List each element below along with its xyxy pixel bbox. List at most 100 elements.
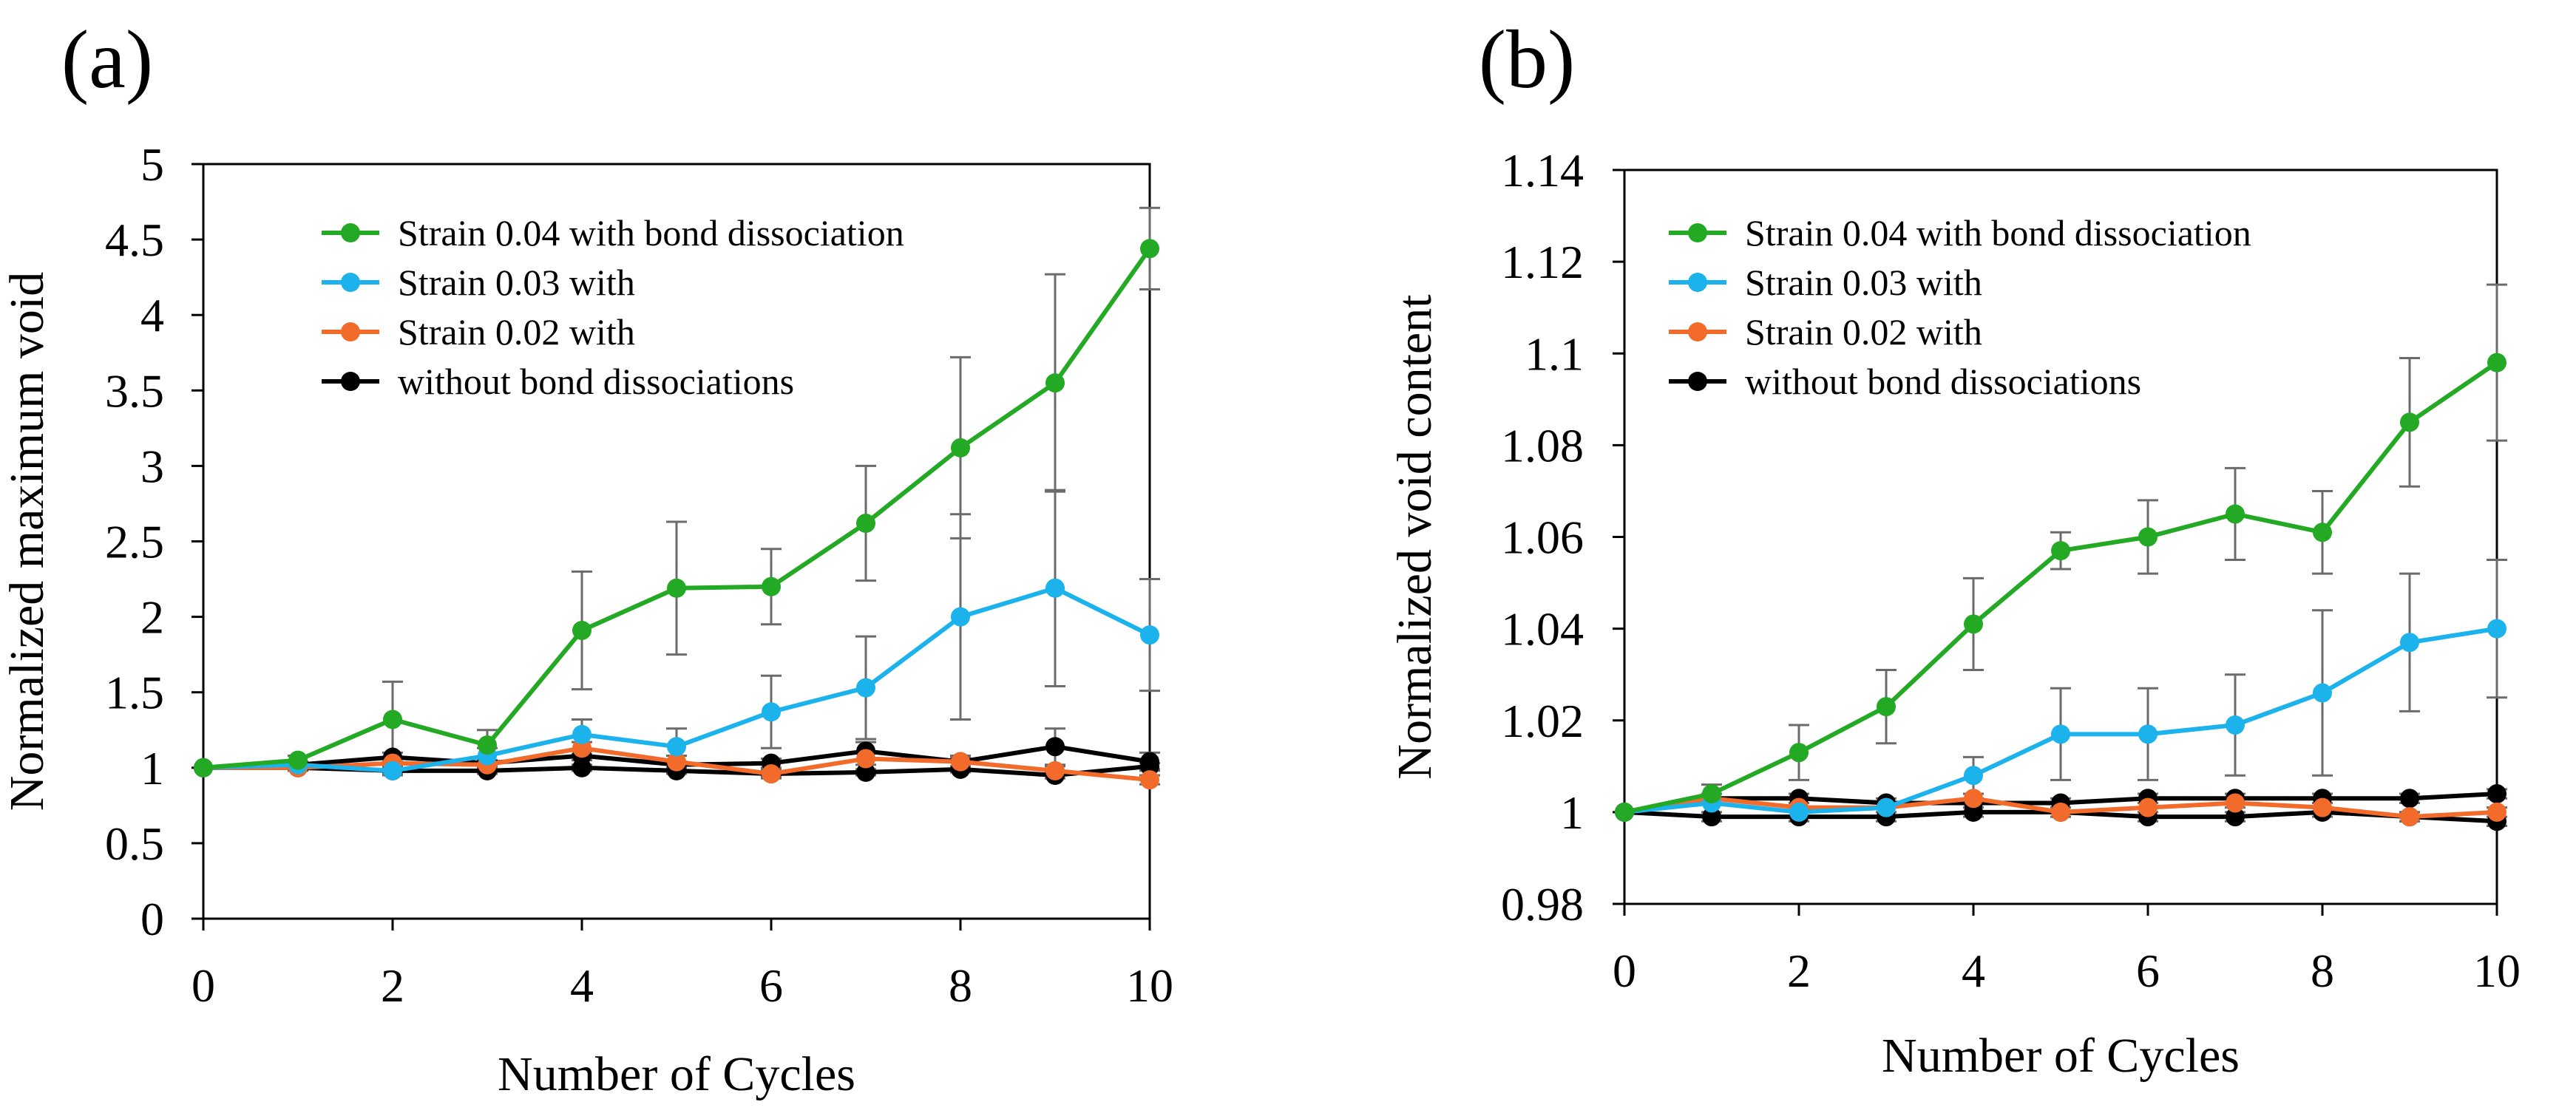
data-point-blue [1045, 578, 1065, 598]
data-point-blue [2051, 724, 2070, 744]
legend-label: without bond dissociations [398, 361, 794, 402]
data-point-green [383, 710, 402, 729]
data-point-blue [2400, 633, 2419, 653]
x-tick-label: 10 [2473, 945, 2521, 997]
data-point-orange [2313, 797, 2332, 817]
x-tick-label: 0 [1613, 945, 1636, 997]
y-tick-label: 1.12 [1501, 236, 1584, 288]
legend-label: without bond dissociations [1745, 361, 2141, 402]
panel-b-chart: (b) 0.98 1 1.02 1.04 1.06 1.08 1.1 1.12 1.14 0 2 4 6 8… [1388, 14, 2521, 1083]
data-point-orange [951, 752, 970, 772]
legend-swatch-marker [341, 223, 360, 242]
legend-swatch-marker [341, 273, 360, 292]
data-point-orange [2226, 793, 2245, 813]
y-tick-label: 0.5 [105, 817, 164, 870]
y-tick-label: 1.06 [1501, 511, 1584, 564]
data-point-orange [2051, 802, 2070, 822]
data-point-green [856, 513, 875, 533]
legend-swatch-marker [1688, 273, 1707, 292]
x-tick-label: 8 [2311, 945, 2334, 997]
data-point-orange [1140, 770, 1159, 790]
y-tick-label: 1.04 [1501, 603, 1584, 656]
data-point-orange [572, 738, 592, 758]
data-point-orange [667, 752, 686, 772]
data-point-green [762, 576, 781, 596]
data-point-green [1964, 614, 1983, 634]
data-point-black [572, 758, 592, 778]
x-axis-title: Number of Cycles [1882, 1029, 2240, 1083]
data-point-black [856, 762, 875, 782]
data-point-black [1964, 802, 1983, 822]
data-point-green [1140, 239, 1159, 259]
data-point-green [667, 578, 686, 598]
data-point-black [2226, 807, 2245, 827]
y-tick-label: 1.08 [1501, 419, 1584, 472]
data-point-black [1140, 756, 1159, 776]
legend-label: Strain 0.02 with [1745, 311, 1982, 353]
y-tick-label: 3.5 [105, 364, 164, 417]
data-point-orange [2400, 807, 2419, 827]
data-point-green [1045, 373, 1065, 393]
x-tick-label: 2 [1787, 945, 1811, 997]
legend-label: Strain 0.04 with bond dissociation [1745, 212, 2251, 254]
data-point-black [1702, 807, 1721, 827]
data-point-blue [762, 702, 781, 722]
y-tick-label: 2.5 [105, 516, 164, 568]
y-tick-label: 1.02 [1501, 695, 1584, 747]
y-tick-label: 3 [140, 440, 164, 492]
x-tick-label: 0 [191, 959, 215, 1012]
data-point-green [2226, 504, 2245, 524]
panel-label: (a) [61, 14, 153, 106]
data-point-orange [1964, 789, 1983, 809]
data-point-green [478, 735, 497, 755]
data-point-green [1789, 743, 1809, 763]
y-tick-label: 4 [140, 289, 164, 341]
legend-swatch-marker [341, 372, 360, 391]
data-point-blue [1789, 802, 1809, 822]
legend-label: Strain 0.02 with [398, 311, 635, 353]
x-tick-label: 4 [1962, 945, 1985, 997]
data-point-green [1702, 784, 1721, 804]
data-point-black [2400, 789, 2419, 809]
data-point-blue [856, 678, 875, 698]
y-tick-label: 5 [140, 138, 164, 191]
data-point-blue [2226, 715, 2245, 735]
legend-label: Strain 0.03 with [1745, 262, 1982, 303]
data-point-blue [667, 737, 686, 757]
data-point-orange [2138, 797, 2158, 817]
data-point-green [1877, 697, 1896, 717]
data-point-orange [762, 763, 781, 783]
data-point-orange [2487, 802, 2506, 822]
legend-label: Strain 0.04 with bond dissociation [398, 212, 904, 254]
y-tick-label: 2 [140, 591, 164, 644]
legend-swatch-marker [1688, 372, 1707, 391]
x-tick-label: 2 [381, 959, 404, 1012]
data-point-blue [951, 607, 970, 627]
y-tick-label: 1 [1560, 786, 1584, 839]
data-point-black [1045, 737, 1065, 757]
y-axis-title: Normalized maximum void [0, 272, 54, 812]
legend-swatch-marker [1688, 322, 1707, 341]
x-tick-label: 4 [570, 959, 594, 1012]
data-point-blue [1964, 766, 1983, 786]
y-tick-label: 1.1 [1525, 327, 1584, 380]
x-tick-label: 6 [759, 959, 783, 1012]
data-point-green [1615, 802, 1634, 822]
y-tick-label: 1.14 [1501, 144, 1584, 197]
data-point-blue [1877, 797, 1896, 817]
data-point-green [2487, 353, 2506, 372]
x-tick-label: 6 [2136, 945, 2160, 997]
data-point-blue [383, 761, 402, 780]
data-point-green [572, 620, 592, 640]
y-axis-title: Normalized void content [1388, 294, 1442, 779]
legend-swatch-marker [341, 322, 360, 341]
data-point-blue [572, 724, 592, 744]
data-point-green [2051, 541, 2070, 561]
x-axis-title: Number of Cycles [498, 1047, 855, 1101]
data-point-green [2313, 523, 2332, 542]
data-point-blue [2313, 683, 2332, 703]
x-tick-label: 10 [1126, 959, 1173, 1012]
x-tick-label: 8 [949, 959, 972, 1012]
data-point-green [951, 438, 970, 457]
